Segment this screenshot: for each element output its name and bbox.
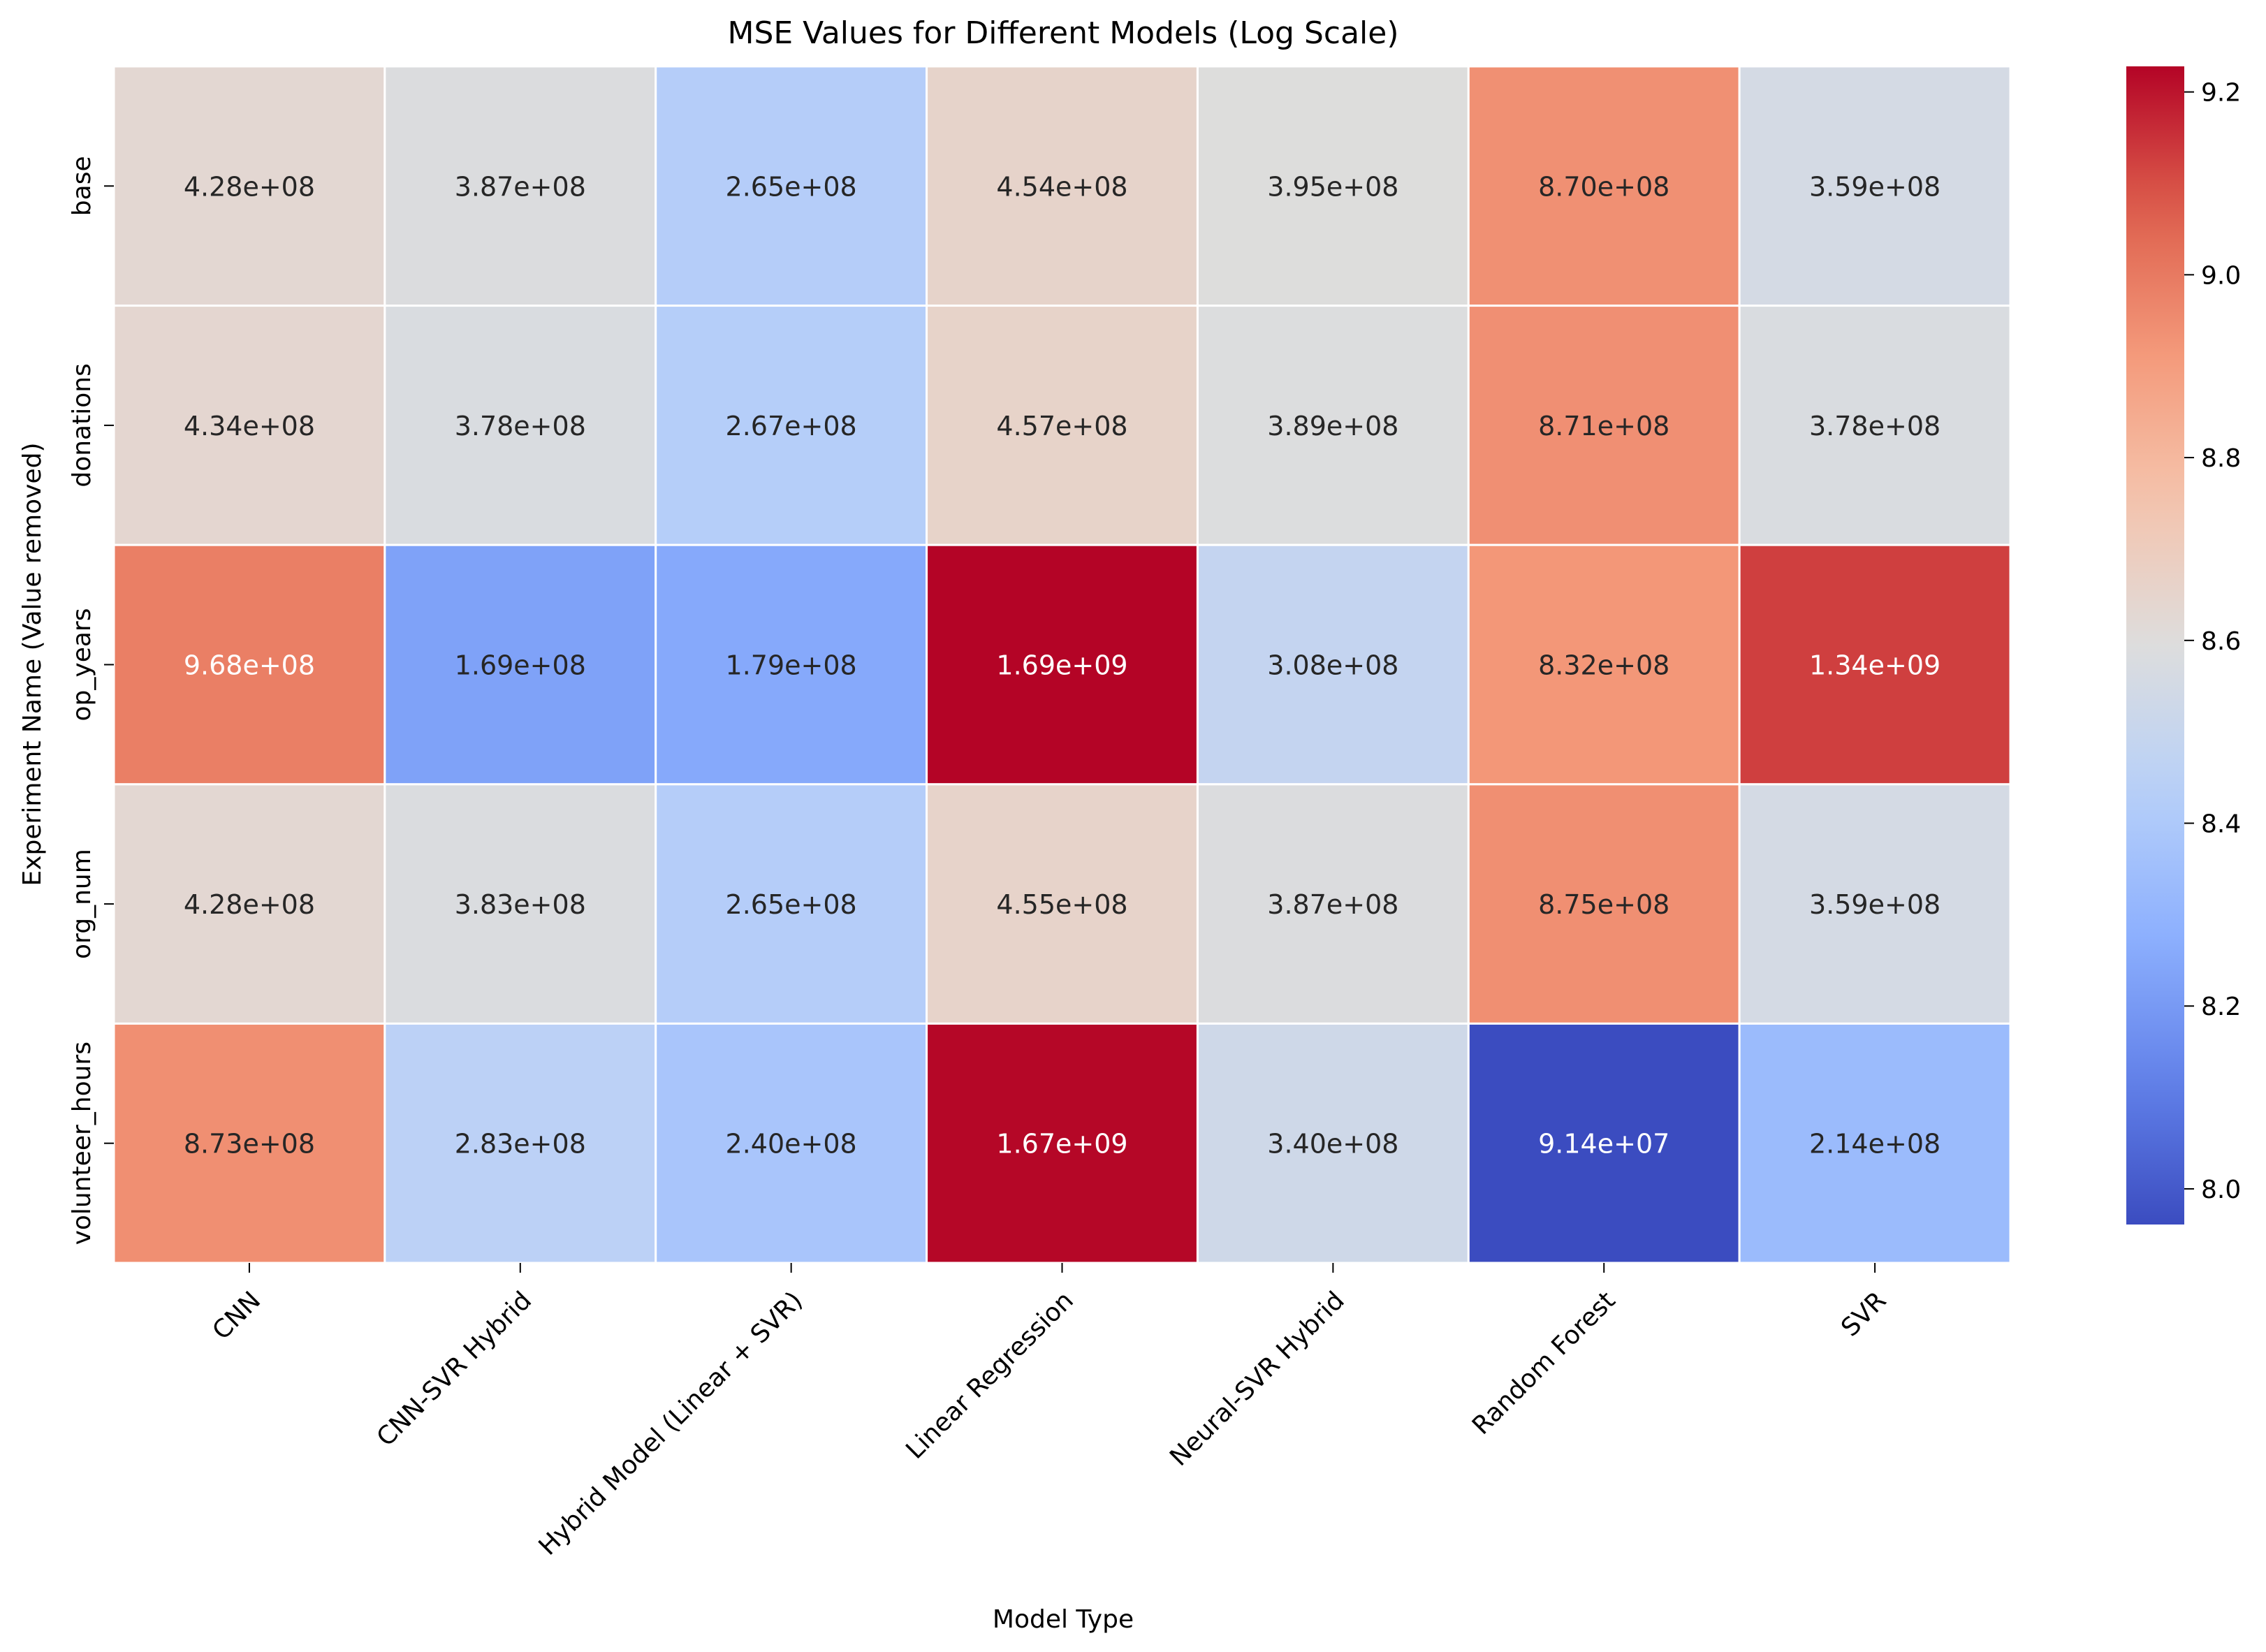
cell-value-label: 3.95e+08 xyxy=(1267,171,1398,202)
heatmap-cell xyxy=(1738,1022,2012,1264)
heatmap-cell xyxy=(926,543,1199,786)
x-tick-label: CNN-SVR Hybrid xyxy=(372,1286,537,1452)
chart-title: MSE Values for Different Models (Log Sca… xyxy=(727,15,1398,51)
heatmap-cell xyxy=(655,65,928,307)
heatmap-cell xyxy=(1467,305,1741,546)
colorbar-tick-label: 8.0 xyxy=(2201,1176,2241,1204)
y-tick-label: base xyxy=(68,156,96,216)
heatmap-cell xyxy=(112,783,386,1025)
cell-value-label: 2.67e+08 xyxy=(726,411,857,441)
cell-value-label: 3.78e+08 xyxy=(455,411,586,441)
heatmap-cell xyxy=(655,1022,928,1264)
cell-value-label: 8.73e+08 xyxy=(184,1129,315,1160)
cell-value-label: 2.14e+08 xyxy=(1809,1129,1940,1160)
heatmap-cell xyxy=(1196,65,1470,307)
cell-value-label: 3.40e+08 xyxy=(1267,1129,1398,1160)
heatmap-cell xyxy=(1738,543,2012,786)
colorbar-tick-label: 8.2 xyxy=(2201,993,2241,1021)
cell-value-label: 4.34e+08 xyxy=(184,411,315,441)
x-tick-label: Hybrid Model (Linear + SVR) xyxy=(534,1286,808,1560)
x-tick-label: Neural-SVR Hybrid xyxy=(1164,1286,1350,1472)
cell-value-label: 8.32e+08 xyxy=(1538,650,1669,681)
cell-value-label: 3.08e+08 xyxy=(1267,650,1398,681)
cell-value-label: 8.75e+08 xyxy=(1538,889,1669,920)
colorbar-tick-label: 8.4 xyxy=(2201,810,2241,839)
colorbar-tick-label: 8.6 xyxy=(2201,627,2241,656)
cell-value-label: 3.59e+08 xyxy=(1809,171,1940,202)
cell-value-label: 8.70e+08 xyxy=(1538,171,1669,202)
heatmap-cell xyxy=(1196,543,1470,786)
colorbar-gradient xyxy=(2126,66,2184,1225)
heatmap-cell xyxy=(112,305,386,546)
x-tick-label: SVR xyxy=(1836,1286,1892,1342)
heatmap-grid xyxy=(112,65,2012,1264)
cell-value-label: 1.67e+09 xyxy=(996,1129,1127,1160)
cell-value-label: 3.89e+08 xyxy=(1267,411,1398,441)
cell-value-label: 9.14e+07 xyxy=(1538,1129,1669,1160)
cell-value-label: 1.69e+09 xyxy=(996,650,1127,681)
cell-value-label: 1.79e+08 xyxy=(726,650,857,681)
cell-value-label: 4.28e+08 xyxy=(184,171,315,202)
heatmap-cell xyxy=(1467,543,1741,786)
heatmap-cell xyxy=(1738,783,2012,1025)
y-tick-label: op_years xyxy=(68,608,96,722)
cell-value-label: 3.87e+08 xyxy=(455,171,586,202)
y-axis-label: Experiment Name (Value removed) xyxy=(18,442,47,886)
heatmap-cell xyxy=(383,783,657,1025)
x-tick-label: Random Forest xyxy=(1467,1286,1621,1440)
cell-value-label: 2.65e+08 xyxy=(726,171,857,202)
y-tick-label: org_num xyxy=(68,849,96,959)
cell-value-label: 4.55e+08 xyxy=(996,889,1127,920)
cell-value-label: 2.83e+08 xyxy=(455,1129,586,1160)
heatmap-cell xyxy=(926,783,1199,1025)
cell-value-label: 9.68e+08 xyxy=(184,650,315,681)
y-tick-label: volunteer_hours xyxy=(68,1041,96,1245)
y-tick-label: donations xyxy=(68,363,96,487)
cell-value-label: 3.59e+08 xyxy=(1809,889,1940,920)
cell-annotations: 4.28e+08 3.87e+08 2.65e+08 4.54e+08 3.95e+08… xyxy=(184,171,1940,1159)
cell-value-label: 1.34e+09 xyxy=(1809,650,1940,681)
colorbar-tick-label: 9.2 xyxy=(2201,79,2241,108)
x-tick-label: Linear Regression xyxy=(900,1286,1079,1464)
heatmap-cell xyxy=(926,65,1199,307)
heatmap-cell xyxy=(655,305,928,546)
colorbar: 8.0 8.2 8.4 8.6 8.8 9.0 9.2 xyxy=(2126,66,2241,1225)
heatmap-cell xyxy=(655,543,928,786)
cell-value-label: 3.83e+08 xyxy=(455,889,586,920)
heatmap-cell xyxy=(1467,65,1741,307)
heatmap-cell xyxy=(383,543,657,786)
heatmap-cell xyxy=(112,1022,386,1264)
heatmap-cell xyxy=(112,543,386,786)
heatmap-cell xyxy=(112,65,386,307)
heatmap-cell xyxy=(383,65,657,307)
colorbar-tick-label: 9.0 xyxy=(2201,261,2241,290)
x-tick-label: CNN xyxy=(207,1286,266,1345)
cell-value-label: 2.65e+08 xyxy=(726,889,857,920)
cell-value-label: 8.71e+08 xyxy=(1538,411,1669,441)
y-axis: base donations op_years org_num volunteer_ho… xyxy=(68,156,114,1245)
cell-value-label: 4.54e+08 xyxy=(996,171,1127,202)
cell-value-label: 1.69e+08 xyxy=(455,650,586,681)
cell-value-label: 3.87e+08 xyxy=(1267,889,1398,920)
cell-value-label: 4.28e+08 xyxy=(184,889,315,920)
cell-value-label: 3.78e+08 xyxy=(1809,411,1940,441)
heatmap-cell xyxy=(1467,783,1741,1025)
x-axis-label: Model Type xyxy=(993,1605,1134,1634)
heatmap-cell xyxy=(1196,305,1470,546)
cell-value-label: 4.57e+08 xyxy=(996,411,1127,441)
cell-value-label: 2.40e+08 xyxy=(726,1129,857,1160)
colorbar-tick-label: 8.8 xyxy=(2201,444,2241,473)
heatmap-cell xyxy=(1738,305,2012,546)
